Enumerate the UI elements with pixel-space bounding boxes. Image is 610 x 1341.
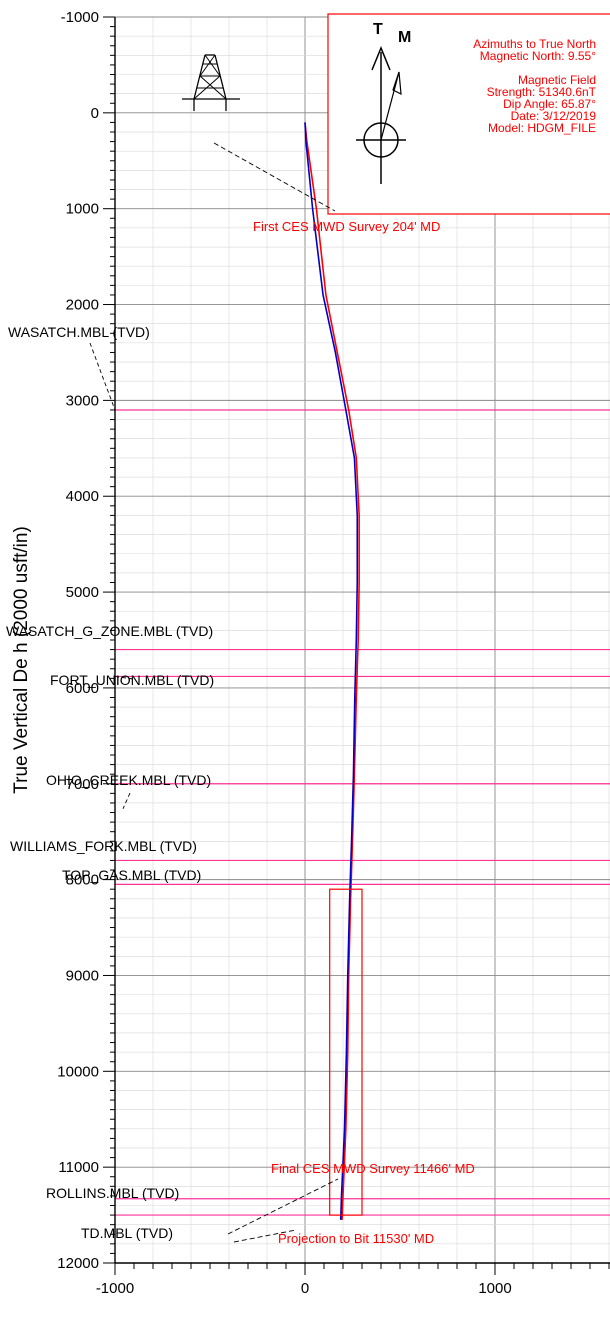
y-tick-label: 5000 bbox=[66, 584, 99, 601]
axes: -1000 0 1000 2000 3000 4000 5000 6000 7000 8000 90… bbox=[57, 9, 610, 1297]
target-box bbox=[329, 888, 363, 1216]
annotation-label: First CES MWD Survey 204' MD bbox=[253, 219, 440, 234]
y-tick-label: 9000 bbox=[66, 967, 99, 984]
true-north-label: T bbox=[373, 21, 383, 38]
label-leader bbox=[114, 675, 134, 680]
y-tick-label: 2000 bbox=[66, 297, 99, 314]
well-series-1 bbox=[304, 122, 360, 1220]
legend-line: Magnetic North: 9.55° bbox=[480, 49, 596, 63]
x-tick-label: 0 bbox=[301, 1280, 309, 1297]
label-leader bbox=[89, 342, 116, 411]
magnetic-north-label: M bbox=[398, 29, 411, 46]
formation-label: WASATCH_G_ZONE.MBL (TVD) bbox=[6, 623, 213, 639]
y-tick-label: 1000 bbox=[66, 201, 99, 218]
well-path bbox=[304, 122, 360, 1220]
annotation-leader bbox=[213, 142, 336, 212]
well-series-2 bbox=[304, 122, 359, 1220]
annotations: First CES MWD Survey 204' MD Final CES MW… bbox=[213, 142, 475, 1246]
formation-label: TD.MBL (TVD) bbox=[81, 1225, 173, 1241]
y-tick-label: 0 bbox=[91, 105, 99, 122]
y-tick-label: 12000 bbox=[57, 1255, 99, 1272]
annotation-label: Projection to Bit 11530' MD bbox=[278, 1231, 434, 1246]
y-tick-label: 11000 bbox=[58, 1159, 99, 1176]
legend-line: Azimuths to True North bbox=[473, 37, 596, 51]
y-tick-label: 7000 bbox=[66, 776, 99, 793]
y-tick-label: -1000 bbox=[61, 9, 99, 26]
y-tick-label: 4000 bbox=[66, 488, 99, 505]
formation-label: ROLLINS.MBL (TVD) bbox=[46, 1185, 179, 1201]
annotation-leader bbox=[227, 1178, 339, 1235]
legend-line: Strength: 51340.6nT bbox=[487, 85, 597, 99]
formation-labels: WASATCH.MBL (TVD) WASATCH_G_ZONE.MBL (TVD… bbox=[6, 324, 214, 1241]
y-tick-label: 10000 bbox=[57, 1063, 99, 1080]
legend-line: Model: HDGM_FILE bbox=[488, 121, 596, 135]
rig-derrick-icon bbox=[182, 54, 240, 111]
y-tick-label: 8000 bbox=[66, 872, 99, 889]
legend-line: Dip Angle: 65.87° bbox=[503, 97, 596, 111]
legend-line: Magnetic Field bbox=[518, 73, 596, 87]
y-tick-label: 3000 bbox=[66, 392, 99, 409]
annotation-leader bbox=[233, 1229, 297, 1243]
target-area bbox=[329, 888, 363, 1216]
formation-label: FORT_UNION.MBL (TVD) bbox=[50, 672, 214, 688]
x-tick-label: -1000 bbox=[96, 1280, 134, 1297]
formation-label: TOP_GAS.MBL (TVD) bbox=[62, 867, 201, 883]
annotation-label: Final CES MWD Survey 11466' MD bbox=[271, 1161, 475, 1176]
y-tick-label: 6000 bbox=[66, 680, 99, 697]
formation-label: WILLIAMS_FORK.MBL (TVD) bbox=[10, 838, 197, 854]
formation-label: OHIO_CREEK.MBL (TVD) bbox=[46, 772, 211, 788]
formation-label: WASATCH.MBL (TVD) bbox=[8, 324, 150, 340]
x-tick-label: 1000 bbox=[478, 1280, 511, 1297]
north-arrow-icon bbox=[356, 46, 406, 184]
label-leader bbox=[122, 792, 131, 809]
legend-line: Date: 3/12/2019 bbox=[511, 109, 597, 123]
y-axis-title: True Vertical De h (2000 usft/in) bbox=[11, 526, 32, 794]
